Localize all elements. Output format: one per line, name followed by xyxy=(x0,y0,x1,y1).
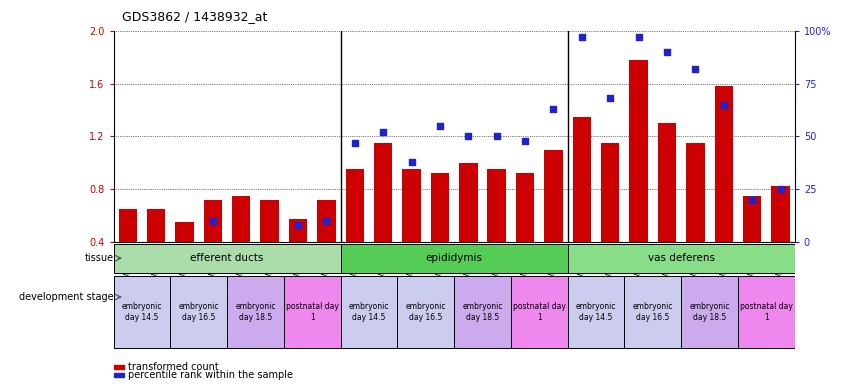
Point xyxy=(575,34,589,40)
Bar xyxy=(516,173,534,242)
Bar xyxy=(568,276,624,348)
Text: embryonic
day 18.5: embryonic day 18.5 xyxy=(235,302,276,322)
Bar xyxy=(261,200,279,242)
Bar xyxy=(459,163,478,242)
Bar xyxy=(624,276,681,348)
Text: tissue: tissue xyxy=(84,253,114,263)
Point xyxy=(717,101,731,108)
Text: embryonic
day 18.5: embryonic day 18.5 xyxy=(690,302,730,322)
Text: postnatal day
1: postnatal day 1 xyxy=(740,302,793,322)
Bar xyxy=(681,276,738,348)
Text: development stage: development stage xyxy=(19,292,114,302)
Point xyxy=(774,186,787,192)
Bar xyxy=(544,149,563,242)
Text: embryonic
day 16.5: embryonic day 16.5 xyxy=(405,302,446,322)
Bar xyxy=(601,143,620,242)
Bar xyxy=(341,243,568,273)
Bar xyxy=(568,243,795,273)
Bar xyxy=(170,276,227,348)
Bar xyxy=(175,222,193,242)
Point xyxy=(660,49,674,55)
Point xyxy=(547,106,560,112)
Bar xyxy=(658,123,676,242)
Point xyxy=(490,133,504,139)
Bar xyxy=(397,276,454,348)
Point xyxy=(348,140,362,146)
Point xyxy=(604,95,617,101)
Bar xyxy=(686,143,705,242)
Point xyxy=(745,197,759,203)
Point xyxy=(518,137,532,144)
Bar xyxy=(431,173,449,242)
Bar xyxy=(227,276,283,348)
Bar xyxy=(510,276,568,348)
Bar xyxy=(317,200,336,242)
Bar xyxy=(573,116,591,242)
Text: efferent ducts: efferent ducts xyxy=(190,253,264,263)
Bar xyxy=(288,220,307,242)
Text: embryonic
day 14.5: embryonic day 14.5 xyxy=(576,302,616,322)
Point xyxy=(405,159,418,165)
Bar xyxy=(402,169,420,242)
Bar xyxy=(488,169,506,242)
Point xyxy=(291,222,304,228)
Bar xyxy=(629,60,648,242)
Bar xyxy=(232,196,251,242)
Text: transformed count: transformed count xyxy=(128,362,219,372)
Point xyxy=(632,34,645,40)
Text: embryonic
day 14.5: embryonic day 14.5 xyxy=(349,302,389,322)
Point xyxy=(433,123,447,129)
Text: embryonic
day 18.5: embryonic day 18.5 xyxy=(463,302,503,322)
Text: embryonic
day 16.5: embryonic day 16.5 xyxy=(178,302,219,322)
Bar xyxy=(147,209,166,242)
Text: embryonic
day 14.5: embryonic day 14.5 xyxy=(122,302,162,322)
Bar xyxy=(204,200,222,242)
Bar xyxy=(374,143,393,242)
Text: postnatal day
1: postnatal day 1 xyxy=(513,302,566,322)
Point xyxy=(320,218,333,224)
Point xyxy=(462,133,475,139)
Bar xyxy=(119,209,137,242)
Bar xyxy=(771,187,790,242)
Bar xyxy=(743,196,761,242)
Point xyxy=(206,218,220,224)
Bar xyxy=(454,276,510,348)
Bar xyxy=(738,276,795,348)
Text: embryonic
day 16.5: embryonic day 16.5 xyxy=(632,302,673,322)
Text: vas deferens: vas deferens xyxy=(648,253,715,263)
Bar xyxy=(283,276,341,348)
Text: GDS3862 / 1438932_at: GDS3862 / 1438932_at xyxy=(122,10,267,23)
Text: percentile rank within the sample: percentile rank within the sample xyxy=(128,370,293,380)
Bar xyxy=(715,86,733,242)
Bar xyxy=(341,276,397,348)
Point xyxy=(689,66,702,72)
Point xyxy=(377,129,390,135)
Bar xyxy=(114,276,170,348)
Bar xyxy=(346,169,364,242)
Text: postnatal day
1: postnatal day 1 xyxy=(286,302,339,322)
Bar xyxy=(114,243,341,273)
Text: epididymis: epididymis xyxy=(426,253,483,263)
